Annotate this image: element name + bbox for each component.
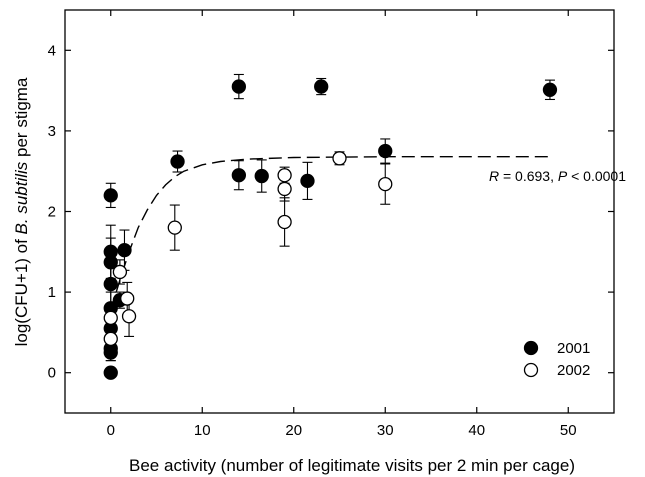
x-tick-label: 30: [377, 422, 394, 439]
y-tick-label: 2: [48, 204, 56, 221]
x-tick-label: 0: [107, 422, 115, 439]
data-point-2001: [314, 79, 329, 94]
data-point-2002: [103, 331, 118, 346]
legend-marker-2002: [523, 362, 539, 378]
data-point-2002: [120, 291, 135, 306]
data-point-2001: [254, 168, 269, 184]
data-point-2001: [103, 188, 118, 203]
data-point-2002: [121, 309, 137, 324]
data-point-2002: [332, 151, 347, 166]
data-point-2001: [231, 79, 247, 94]
data-point-2002: [277, 181, 292, 197]
legend: 2001 2002: [523, 340, 590, 379]
legend-label-2001: 2001: [557, 340, 590, 357]
fit-curve: [110, 156, 550, 311]
y-axis-title: log(CFU+1) of B. subtilis per stigma: [12, 77, 31, 346]
data-point-2001: [378, 143, 393, 159]
data-point-2002: [167, 220, 182, 235]
legend-marker-2001: [523, 340, 539, 356]
data-point-2001: [103, 365, 118, 380]
data-point-2002: [112, 264, 128, 280]
y-tick-label: 1: [48, 284, 56, 301]
data-point-2002: [277, 168, 292, 183]
data-point-2001: [103, 255, 118, 270]
x-tick-label: 10: [194, 422, 211, 439]
data-point-2002: [103, 310, 118, 326]
x-tick-label: 40: [468, 422, 485, 439]
x-axis-title: Bee activity (number of legitimate visit…: [129, 456, 575, 475]
data-point-2001: [300, 173, 315, 189]
legend-label-2002: 2002: [557, 362, 590, 379]
data-point-2001: [231, 168, 247, 183]
data-point-2001: [170, 154, 185, 169]
data-point-2002: [277, 214, 292, 230]
data-point-2001: [103, 276, 118, 292]
y-tick-label: 4: [48, 42, 56, 59]
data-point-2001: [103, 345, 118, 360]
x-tick-label: 20: [285, 422, 302, 439]
data-point-2001: [542, 82, 558, 97]
x-tick-label: 50: [560, 422, 577, 439]
y-tick-label: 0: [48, 365, 56, 382]
data-point-2001: [117, 243, 132, 258]
y-tick-label: 3: [48, 123, 56, 140]
annotation-text: R = 0.693, P < 0.0001: [489, 168, 626, 184]
data-point-2002: [378, 176, 393, 192]
